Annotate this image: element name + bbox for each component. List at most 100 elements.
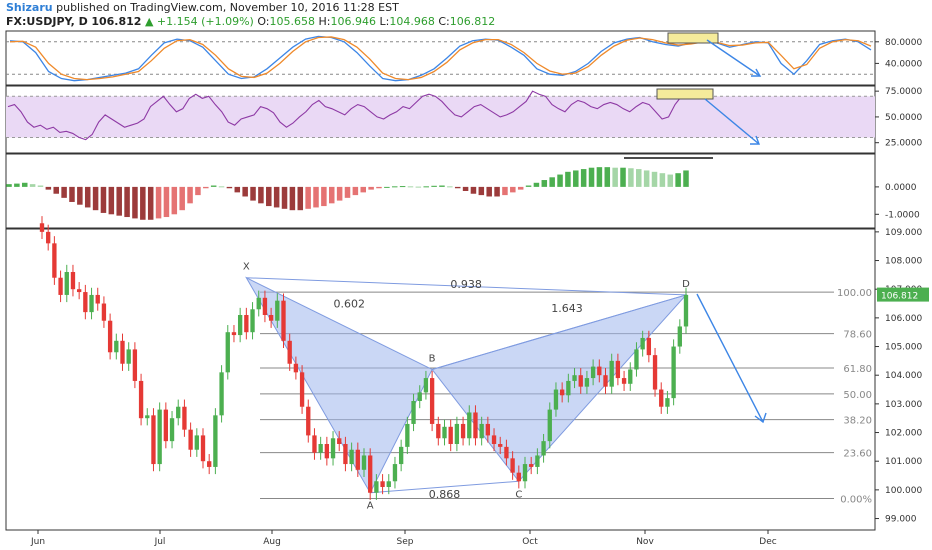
x-axis-label: Oct: [522, 537, 538, 547]
x-axis-label: Aug: [263, 537, 281, 547]
ratio-xd: 0.938: [450, 278, 482, 291]
candle-body: [529, 464, 534, 467]
candle-body: [293, 363, 299, 373]
candle-body: [442, 426, 447, 439]
publish-line: Shizaru published on TradingView.com, No…: [6, 1, 399, 14]
fib-level-label: 38.20: [843, 416, 872, 427]
candle-body: [76, 289, 82, 293]
macd-bar: [313, 186, 319, 208]
macd-bar: [620, 167, 626, 187]
rsi-band: [6, 96, 875, 138]
candle-body: [572, 375, 577, 381]
fib-level-label: 61.80: [843, 364, 872, 375]
stoch-arrow: [706, 39, 761, 77]
candle-body: [95, 294, 100, 304]
macd-bar: [116, 186, 122, 216]
candle-body: [107, 320, 113, 353]
candle-body: [578, 375, 583, 387]
candle-body: [219, 372, 224, 416]
candle-body: [665, 398, 670, 407]
pattern-label-a: A: [367, 501, 374, 512]
macd-bar: [604, 167, 611, 187]
macd-bar: [675, 173, 681, 187]
price-axis-label: 100.000: [885, 486, 922, 496]
high-label: H:: [318, 15, 331, 28]
rsi-axis-label: 25.0000: [885, 139, 922, 149]
candle-body: [380, 481, 385, 487]
candle-body: [256, 297, 261, 310]
macd-bar: [321, 186, 327, 207]
macd-bar: [683, 170, 689, 187]
candle-body: [510, 458, 515, 473]
candle-body: [460, 423, 466, 439]
x-axis-label: Jun: [30, 537, 45, 547]
candle-body: [324, 444, 330, 459]
candle-body: [225, 332, 230, 373]
macd-bar: [588, 167, 595, 187]
ratio-ac: 0.868: [429, 488, 461, 501]
macd-bar: [344, 186, 351, 198]
macd-bar: [140, 186, 146, 220]
price-axis-label: 103.000: [885, 400, 922, 410]
candle-body: [584, 378, 590, 387]
candle-body: [312, 435, 317, 453]
macd-bar: [92, 186, 99, 211]
price-axis-label: 104.000: [885, 371, 922, 381]
macd-bar: [376, 186, 382, 189]
macd-bar: [517, 186, 524, 190]
macd-bar: [266, 186, 272, 207]
candle-body: [559, 389, 565, 396]
macd-bar: [163, 186, 170, 218]
macd-bar: [502, 186, 508, 196]
candle-body: [151, 415, 156, 465]
candle-body: [58, 277, 63, 295]
stoch-axis-label: 40.0000: [885, 59, 922, 69]
candle-body: [343, 444, 348, 465]
fib-level-label: 50.00: [843, 390, 872, 401]
pattern-label-b: B: [429, 353, 436, 364]
candle-body: [337, 438, 342, 444]
macd-bar: [368, 186, 374, 190]
macd-bar: [391, 186, 398, 188]
ratio-bd: 1.643: [551, 302, 583, 315]
x-axis-label: Nov: [636, 537, 654, 547]
macd-bar: [541, 180, 548, 187]
chart-header: Shizaru published on TradingView.com, No…: [0, 0, 932, 30]
pattern-ac-line: [370, 480, 519, 494]
low-value: 104.968: [389, 15, 435, 28]
macd-bar: [360, 186, 366, 193]
macd-bar: [305, 186, 311, 209]
candle-body: [200, 435, 206, 462]
macd-bar: [612, 167, 618, 187]
candle-body: [553, 389, 559, 410]
macd-bar: [37, 185, 44, 187]
macd-axis-label: -1.0000: [885, 210, 920, 220]
macd-bar: [470, 186, 477, 194]
macd-bar: [533, 182, 540, 187]
candle-body: [398, 446, 404, 465]
macd-bar: [234, 186, 241, 193]
macd-bar: [384, 186, 390, 188]
macd-bar: [525, 185, 532, 187]
macd-bar: [549, 177, 555, 187]
macd-bar: [565, 171, 571, 187]
macd-bar: [132, 186, 138, 219]
pattern-label-c: C: [515, 489, 522, 500]
candle-body: [603, 375, 608, 387]
candle-body: [194, 435, 199, 450]
macd-bar: [250, 186, 256, 201]
macd-bar: [289, 186, 296, 211]
candle-body: [659, 389, 664, 407]
macd-bar: [573, 170, 579, 187]
candle-body: [237, 315, 243, 336]
macd-bar: [352, 186, 359, 196]
macd-bar: [462, 186, 469, 191]
candle-body: [207, 461, 212, 467]
candle-body: [318, 444, 323, 453]
candle-body: [120, 340, 125, 364]
candle-body: [52, 243, 57, 278]
candle-body: [349, 449, 354, 465]
author-link[interactable]: Shizaru: [6, 1, 53, 14]
candle-body: [429, 378, 435, 424]
